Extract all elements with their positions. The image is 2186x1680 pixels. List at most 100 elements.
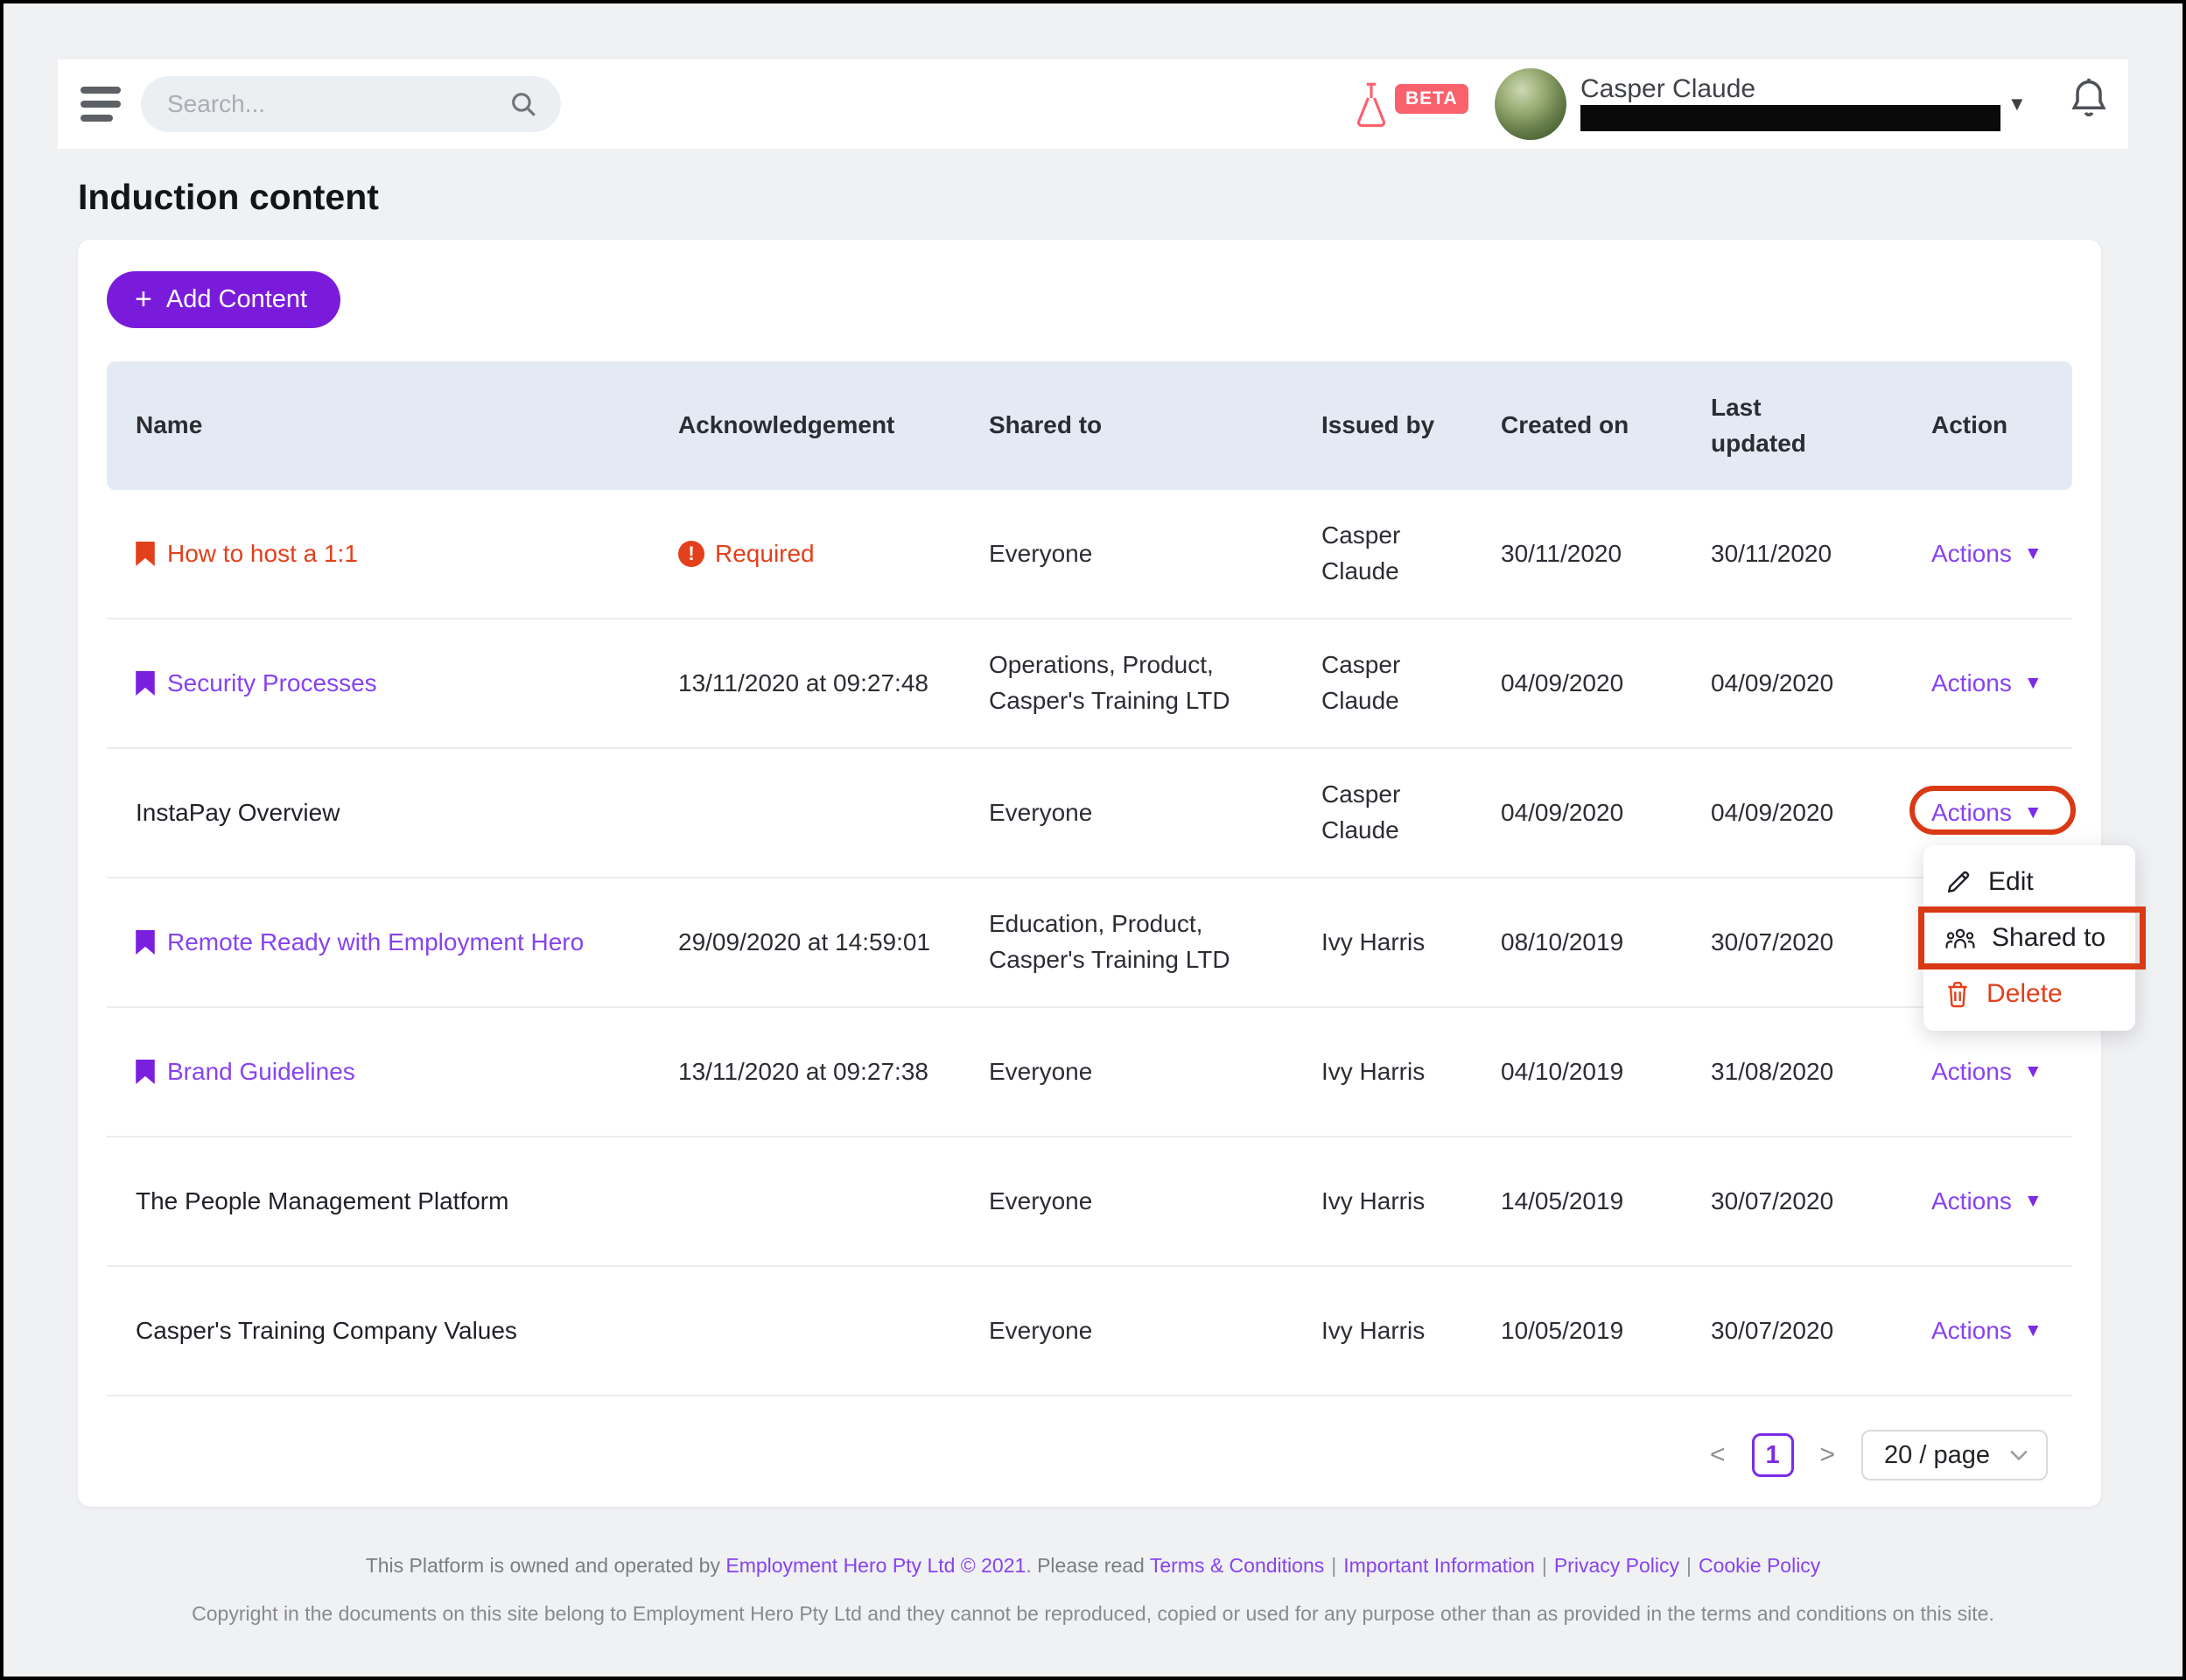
footer-text: . Please read xyxy=(1026,1554,1150,1577)
content-name-cell: Remote Ready with Employment Hero xyxy=(107,925,649,961)
acknowledgement-cell: 13/11/2020 at 09:27:48 xyxy=(678,668,928,696)
flask-icon xyxy=(1353,79,1390,134)
pagination: < 1 > 20 / page xyxy=(107,1430,2072,1480)
table-row: Remote Ready with Employment Hero 29/09/… xyxy=(107,878,2072,1008)
last-updated-cell: 30/11/2020 xyxy=(1711,539,1832,567)
important-information-link[interactable]: Important Information xyxy=(1343,1554,1535,1577)
col-header-action: Action xyxy=(1931,411,2008,439)
trash-icon xyxy=(1944,980,1971,1008)
caret-down-icon: ▼ xyxy=(2023,1190,2042,1211)
table-row: How to host a 1:1 ! Required Everyone Cas… xyxy=(107,490,2072,620)
menu-item-shared-to[interactable]: Shared to xyxy=(1918,906,2146,970)
col-header-created-on: Created on xyxy=(1501,411,1629,439)
plus-icon: + xyxy=(135,283,152,316)
actions-button[interactable]: Actions ▼ xyxy=(1931,539,2042,567)
footer-text: This Platform is owned and operated by xyxy=(365,1554,726,1577)
caret-down-icon: ▼ xyxy=(2023,542,2042,564)
col-header-issued-by: Issued by xyxy=(1321,411,1435,439)
employment-hero-link[interactable]: Employment Hero Pty Ltd © 2021 xyxy=(725,1554,1026,1577)
content-name-cell: InstaPay Overview xyxy=(107,795,649,831)
add-content-button[interactable]: + Add Content xyxy=(107,271,341,328)
actions-button[interactable]: Actions ▼ xyxy=(1931,668,2042,696)
content-name-text: The People Management Platform xyxy=(136,1186,509,1214)
content-name-link[interactable]: How to host a 1:1 xyxy=(167,539,358,567)
menu-item-delete[interactable]: Delete xyxy=(1923,966,2135,1022)
top-navigation-bar: BETA Casper Claude ▼ xyxy=(58,60,2128,149)
last-updated-cell: 30/07/2020 xyxy=(1711,1186,1834,1214)
shared-to-cell: Everyone xyxy=(989,798,1093,826)
last-updated-cell: 30/07/2020 xyxy=(1711,928,1834,956)
col-header-acknowledgement: Acknowledgement xyxy=(678,411,895,439)
content-name-link[interactable]: Brand Guidelines xyxy=(167,1057,355,1085)
last-updated-cell: 31/08/2020 xyxy=(1711,1057,1834,1085)
actions-button[interactable]: Actions ▼ xyxy=(1931,1057,2042,1085)
prev-page-button[interactable]: < xyxy=(1709,1440,1726,1469)
caret-down-icon: ▼ xyxy=(2023,672,2042,693)
current-page-button[interactable]: 1 xyxy=(1751,1433,1794,1477)
caret-down-icon: ▼ xyxy=(2023,1060,2042,1082)
copyright-text: Copyright in the documents on this site … xyxy=(192,1602,1994,1625)
profile-dropdown-caret-icon[interactable]: ▼ xyxy=(2007,93,2027,115)
shared-to-cell: Everyone xyxy=(989,1057,1093,1085)
actions-button[interactable]: Actions ▼ xyxy=(1931,1186,2042,1214)
created-on-cell: 10/05/2019 xyxy=(1501,1316,1624,1344)
acknowledgement-cell: 13/11/2020 at 09:27:38 xyxy=(678,1057,928,1085)
created-on-cell: 04/09/2020 xyxy=(1501,798,1624,826)
issued-by-cell: Casper Claude xyxy=(1321,780,1401,844)
created-on-cell: 14/05/2019 xyxy=(1501,1186,1624,1214)
shared-to-cell: Operations, Product, Casper's Training L… xyxy=(989,651,1230,714)
search-bar xyxy=(141,76,561,132)
last-updated-cell: 04/09/2020 xyxy=(1711,668,1834,696)
actions-dropdown-menu: Edit Shared to Delete xyxy=(1918,845,2146,1031)
shared-to-cell: Everyone xyxy=(989,1316,1093,1344)
content-name-cell: Casper's Training Company Values xyxy=(107,1313,649,1349)
table-row: InstaPay Overview Everyone Casper Claude… xyxy=(107,749,2072,878)
chevron-down-icon xyxy=(2010,1450,2028,1461)
terms-conditions-link[interactable]: Terms & Conditions xyxy=(1149,1554,1325,1577)
required-alert-icon: ! xyxy=(678,541,704,567)
actions-button[interactable]: Actions ▼ xyxy=(1931,1316,2042,1344)
content-name-cell: The People Management Platform xyxy=(107,1184,649,1220)
menu-item-edit[interactable]: Edit xyxy=(1923,854,2135,910)
content-card: + Add Content Name Acknowledgement Share… xyxy=(78,240,2101,1507)
cookie-policy-link[interactable]: Cookie Policy xyxy=(1698,1554,1821,1577)
menu-icon[interactable] xyxy=(81,87,121,122)
beta-indicator: BETA xyxy=(1353,79,1468,134)
bookmark-icon xyxy=(136,671,155,696)
last-updated-cell: 30/07/2020 xyxy=(1711,1316,1834,1344)
created-on-cell: 30/11/2020 xyxy=(1501,539,1622,567)
issued-by-cell: Ivy Harris xyxy=(1321,1316,1426,1344)
content-name-cell: How to host a 1:1 xyxy=(107,536,649,572)
bookmark-icon xyxy=(136,542,155,566)
legal-footer: This Platform is owned and operated by E… xyxy=(4,1554,2182,1626)
content-name-text: Casper's Training Company Values xyxy=(136,1316,517,1344)
next-page-button[interactable]: > xyxy=(1819,1440,1836,1469)
caret-down-icon: ▼ xyxy=(2023,802,2042,822)
page-size-select[interactable]: 20 / page xyxy=(1861,1430,2048,1480)
table-row: Security Processes 13/11/2020 at 09:27:4… xyxy=(107,620,2072,749)
issued-by-cell: Ivy Harris xyxy=(1321,928,1426,956)
shared-to-cell: Everyone xyxy=(989,1186,1093,1214)
privacy-policy-link[interactable]: Privacy Policy xyxy=(1553,1554,1679,1577)
issued-by-cell: Ivy Harris xyxy=(1321,1057,1426,1085)
page-title: Induction content xyxy=(78,177,379,217)
content-name-link[interactable]: Remote Ready with Employment Hero xyxy=(167,928,585,956)
col-header-shared-to: Shared to xyxy=(989,411,1103,439)
issued-by-cell: Casper Claude xyxy=(1321,651,1401,714)
notifications-bell-icon[interactable] xyxy=(2069,77,2109,127)
content-name-link[interactable]: Security Processes xyxy=(167,668,377,696)
bookmark-icon xyxy=(136,930,155,955)
table-row: Brand Guidelines 13/11/2020 at 09:27:38 … xyxy=(107,1008,2072,1138)
col-header-name: Name xyxy=(136,411,203,439)
caret-down-icon: ▼ xyxy=(2023,1320,2042,1340)
created-on-cell: 04/10/2019 xyxy=(1501,1057,1624,1085)
search-input[interactable] xyxy=(141,90,508,118)
col-header-last-updated: Last updated xyxy=(1711,393,1806,457)
table-row: Casper's Training Company Values Everyon… xyxy=(107,1267,2072,1396)
table-header-row: Name Acknowledgement Shared to Issued by… xyxy=(107,361,2072,490)
avatar[interactable] xyxy=(1495,68,1566,140)
actions-button-open[interactable]: Actions ▼ xyxy=(1931,798,2042,826)
shared-to-cell: Education, Product, Casper's Training LT… xyxy=(989,910,1230,973)
search-icon[interactable] xyxy=(508,89,538,119)
acknowledgement-cell: 29/09/2020 at 14:59:01 xyxy=(678,928,931,956)
